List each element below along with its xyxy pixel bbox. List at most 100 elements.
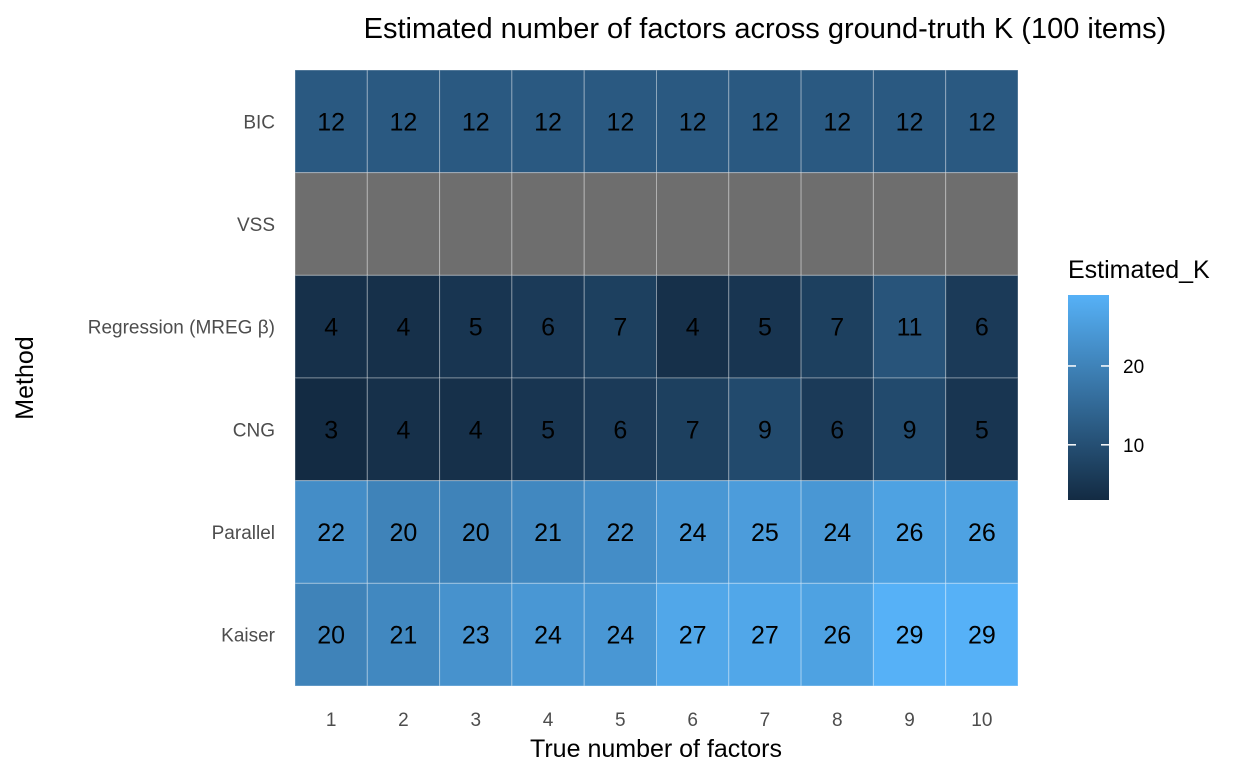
heatmap-cell (656, 480, 730, 584)
cell-value-label: 24 (679, 519, 707, 547)
y-axis-ticks: BIC VSS Regression (MREG β) CNG Parallel Kais… (88, 112, 276, 646)
x-tick-label: 9 (904, 710, 915, 731)
legend-tick-label: 10 (1123, 436, 1144, 457)
heatmap-cell (366, 480, 441, 584)
cell-value-label: 22 (317, 519, 345, 547)
heatmap-cell (583, 480, 658, 584)
cell-value-label: 4 (469, 416, 483, 444)
cell-value-label: 12 (534, 108, 562, 136)
heatmap-cell (872, 172, 947, 276)
heatmap-cell (656, 377, 730, 482)
cell-value-label: 4 (396, 416, 410, 444)
cell-value-label: 27 (679, 622, 707, 650)
heatmap-cell (656, 172, 730, 276)
cell-value-label: 21 (390, 622, 418, 650)
heatmap-cell (511, 377, 585, 482)
cell-value-label: 21 (534, 519, 562, 547)
heatmap-cell (511, 172, 585, 276)
cell-value-label: 9 (758, 416, 772, 444)
cell-value-label: 7 (613, 314, 627, 342)
cell-value-label: 7 (686, 416, 700, 444)
cell-value-label: 6 (975, 314, 989, 342)
cell-value-label: 12 (390, 108, 418, 136)
cell-value-label: 5 (541, 416, 555, 444)
heatmap-cell (294, 172, 368, 276)
heatmap-cell (728, 274, 802, 379)
cell-value-label: 4 (324, 314, 338, 342)
heatmap-cell (583, 377, 658, 482)
heatmap-cell (800, 582, 874, 687)
y-tick-label: VSS (237, 215, 275, 236)
heatmap-cell (366, 582, 441, 687)
legend-tick-label: 20 (1123, 357, 1144, 378)
heatmap-cell (439, 172, 513, 276)
cell-value-label: 11 (897, 314, 923, 342)
y-tick-label: Regression (MREG β) (88, 318, 275, 339)
cell-value-label: 12 (751, 108, 779, 136)
heatmap-cell (872, 377, 947, 482)
cell-value-label: 12 (823, 108, 851, 136)
y-axis-label: Method (11, 336, 39, 419)
heatmap-cell (872, 480, 947, 584)
heatmap-cell (872, 69, 947, 174)
cell-value-label: 5 (758, 314, 772, 342)
heatmap-cell (583, 172, 658, 276)
cell-value-label: 12 (679, 108, 707, 136)
cell-value-label: 26 (968, 519, 996, 547)
heatmap-cell (294, 377, 368, 482)
heatmap-cell (294, 480, 368, 584)
cell-value-label: 4 (686, 314, 700, 342)
cell-value-label: 5 (975, 416, 989, 444)
legend-title: Estimated_K (1068, 256, 1210, 284)
heatmap-cell (656, 274, 730, 379)
heatmap-cell (800, 172, 874, 276)
heatmap-cell (511, 274, 585, 379)
x-axis-label: True number of factors (530, 735, 782, 763)
legend-ticks: 10 20 (1068, 357, 1144, 457)
heatmap-cell (366, 377, 441, 482)
cell-value-label: 5 (469, 314, 483, 342)
cell-value-label: 9 (903, 416, 917, 444)
heatmap-cell (439, 274, 513, 379)
heatmap-cell (439, 377, 513, 482)
heatmap-cell (800, 69, 874, 174)
heatmap-cell (800, 480, 874, 584)
cell-value-label: 20 (317, 622, 345, 650)
heatmap-cell (294, 69, 368, 174)
heatmap-cell (945, 582, 1019, 687)
y-tick-label: Parallel (212, 523, 275, 544)
heatmap-cell (872, 582, 947, 687)
cell-value-label: 12 (317, 108, 345, 136)
heatmap-cell (366, 69, 441, 174)
heatmap-cell (945, 274, 1019, 379)
y-tick-label: CNG (233, 420, 275, 441)
y-tick-label: Kaiser (221, 626, 276, 647)
cell-value-label: 6 (541, 314, 555, 342)
x-tick-label: 1 (326, 710, 337, 731)
cell-value-label: 26 (896, 519, 924, 547)
cell-value-label: 4 (396, 314, 410, 342)
cell-value-label: 7 (830, 314, 844, 342)
cell-value-label: 12 (462, 108, 490, 136)
cell-value-label: 12 (606, 108, 634, 136)
cell-value-label: 3 (324, 416, 338, 444)
cell-value-label: 6 (613, 416, 627, 444)
heatmap-cell (366, 274, 441, 379)
heatmap-cell (511, 582, 585, 687)
cell-value-label: 12 (968, 108, 996, 136)
heatmap-cells: 12 12 12 12 12 12 12 12 12 12 4 4 5 6 7 4 5 7 11 6 3 4 4 5 6 7 9 6 9… (294, 69, 1019, 687)
heatmap-cell (728, 69, 802, 174)
heatmap-cell (945, 480, 1019, 584)
x-tick-label: 2 (398, 710, 409, 731)
heatmap-cell (728, 582, 802, 687)
x-axis-ticks: 1 2 3 4 5 6 7 8 9 10 (326, 710, 993, 731)
cell-value-label: 27 (751, 622, 779, 650)
color-legend: Estimated_K 10 20 (1068, 256, 1210, 500)
heatmap-cell (656, 69, 730, 174)
cell-value-label: 29 (896, 622, 924, 650)
x-tick-label: 4 (543, 710, 554, 731)
heatmap-cell (583, 582, 658, 687)
cell-value-label: 23 (462, 622, 490, 650)
x-tick-label: 3 (470, 710, 481, 731)
cell-value-label: 26 (823, 622, 851, 650)
